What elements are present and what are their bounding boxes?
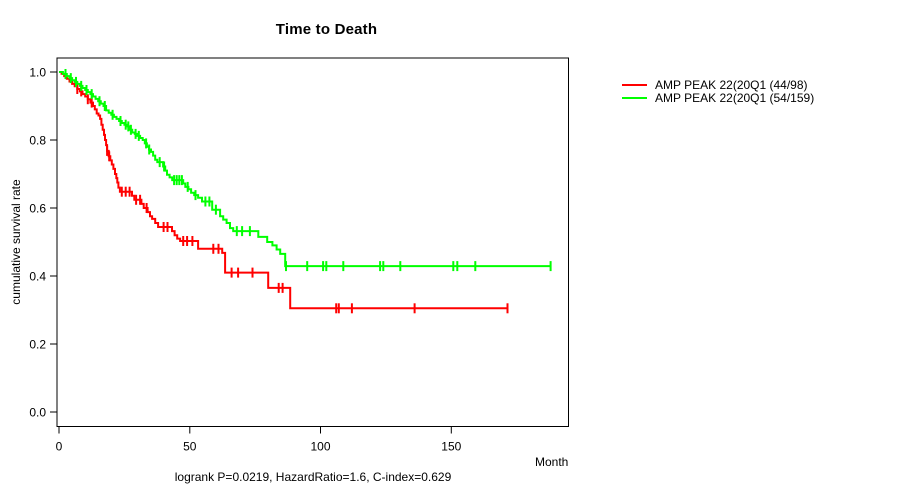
- y-axis-tick-label: 0.6: [29, 202, 46, 216]
- legend-key-red-line-icon: [622, 83, 647, 86]
- caption-stats: logrank P=0.0219, HazardRatio=1.6, C-ind…: [174, 470, 452, 484]
- legend: AMP PEAK 22(20Q1 (44/98) AMP PEAK 22(20Q…: [622, 78, 814, 105]
- y-axis-tick-label: 1.0: [29, 66, 46, 80]
- y-axis-tick-label: 0.8: [29, 134, 46, 148]
- y-axis-tick-label: 0.2: [29, 338, 46, 352]
- x-axis-tick-label: 150: [441, 440, 461, 454]
- legend-item: AMP PEAK 22(20Q1 (54/159): [622, 91, 815, 106]
- legend-item: AMP PEAK 22(20Q1 (44/98): [622, 78, 814, 92]
- plot-title: Time to Death: [275, 21, 378, 38]
- x-axis-tick-label: 50: [183, 440, 197, 454]
- y-axis-tick-label: 0.0: [29, 406, 46, 420]
- survival-curve-green: [59, 71, 551, 268]
- x-axis-tick-label: 100: [310, 440, 330, 454]
- y-axis-tick-label: 0.4: [29, 270, 46, 284]
- legend-label-group2: AMP PEAK 22(20Q1 (54/159): [655, 91, 815, 106]
- legend-key-green-line-icon: [622, 97, 647, 100]
- legend-label-group1: AMP PEAK 22(20Q1 (44/98): [655, 77, 808, 92]
- x-axis-label: Month: [535, 455, 569, 469]
- plot-box: [56, 57, 569, 427]
- x-axis-tick-label: 0: [56, 440, 63, 454]
